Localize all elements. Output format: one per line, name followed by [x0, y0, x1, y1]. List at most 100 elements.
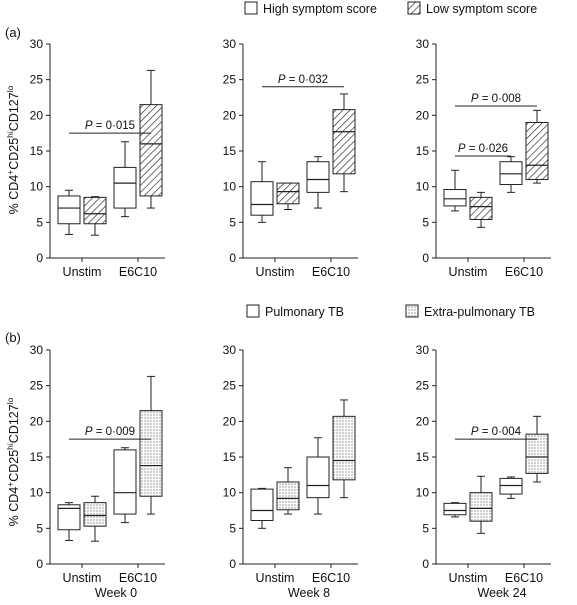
y-tick-label: 10	[416, 486, 430, 500]
p-value-label: P = 0·015	[85, 120, 135, 132]
week-label-8: Week 8	[288, 586, 330, 600]
box-hatched	[469, 191, 493, 228]
box-dotted	[139, 375, 163, 515]
week-label-0: Week 0	[95, 586, 137, 600]
y-tick-label: 25	[223, 379, 237, 393]
x-tick-label: E6C10	[505, 571, 543, 585]
legend-extra-pulmonary-label: Extra-pulmonary TB	[424, 305, 535, 319]
p-value-label: P = 0·004	[471, 426, 522, 438]
x-tick-label: Unstim	[256, 265, 295, 279]
box-open	[57, 502, 81, 541]
y-tick-label: 25	[30, 73, 44, 87]
x-tick-label: E6C10	[312, 265, 350, 279]
y-tick-label: 15	[223, 144, 237, 158]
box-dotted	[332, 399, 356, 499]
box-open	[306, 156, 330, 209]
y-tick-label: 15	[30, 144, 44, 158]
y-tick-label: 25	[416, 73, 430, 87]
box-iqr	[525, 121, 549, 181]
y-tick-label: 0	[36, 557, 43, 571]
box-iqr	[443, 502, 467, 516]
box-iqr	[83, 196, 107, 225]
box-iqr	[332, 109, 356, 175]
panel-label-a: (a)	[5, 25, 21, 40]
legend-open-swatch	[244, 1, 258, 15]
box-open	[306, 437, 330, 515]
legend-dotted-swatch	[405, 304, 419, 318]
box-open	[499, 156, 523, 193]
box-open	[113, 141, 137, 218]
legend-low-label: Low symptom score	[426, 2, 537, 16]
y-tick-label: 20	[30, 414, 44, 428]
box-open	[250, 487, 274, 529]
charts: 0 5 10 15 20 25 30 Unstim E6C10 P = 0·015 0 5 10 15 20…	[30, 37, 551, 585]
p-value-label: P = 0·008	[471, 93, 521, 105]
box-iqr	[250, 488, 274, 521]
y-tick-label: 20	[30, 108, 44, 122]
y-tick-label: 5	[229, 215, 236, 229]
box-dotted	[469, 475, 493, 534]
box-dotted	[276, 467, 300, 515]
legend-pulmonary-label: Pulmonary TB	[265, 305, 344, 319]
x-tick-label: E6C10	[119, 571, 157, 585]
y-tick-label: 20	[223, 414, 237, 428]
box-iqr	[139, 104, 163, 197]
y-tick-label: 20	[416, 414, 430, 428]
box-iqr	[469, 492, 493, 522]
y-tick-label: 25	[223, 73, 237, 87]
x-tick-label: Unstim	[63, 571, 102, 585]
chart-panel: 0 5 10 15 20 25 30 Unstim E6C10 P = 0·032	[223, 37, 358, 279]
y-tick-label: 10	[223, 486, 237, 500]
y-axis-title-a: % CD4+CD25hiCD127lo	[5, 85, 21, 214]
box-hatched	[525, 109, 549, 184]
y-tick-label: 25	[416, 379, 430, 393]
x-tick-label: Unstim	[449, 571, 488, 585]
chart-panel: 0 5 10 15 20 25 30 Unstim E6C10 P = 0·004	[416, 343, 551, 585]
y-tick-label: 0	[229, 251, 236, 265]
y-tick-label: 30	[223, 343, 237, 357]
legend-b: Pulmonary TB Extra-pulmonary TB	[246, 304, 535, 319]
y-tick-label: 5	[422, 215, 429, 229]
y-tick-label: 15	[30, 450, 44, 464]
y-tick-label: 5	[36, 521, 43, 535]
p-value-label: P = 0·026	[458, 143, 508, 155]
y-tick-label: 30	[30, 343, 44, 357]
box-open	[499, 476, 523, 499]
p-value-label: P = 0·009	[85, 426, 135, 438]
box-dotted	[83, 495, 107, 542]
y-tick-label: 30	[416, 343, 430, 357]
box-iqr	[525, 433, 549, 474]
box-iqr	[276, 481, 300, 511]
box-iqr	[83, 502, 107, 527]
chart-panel: 0 5 10 15 20 25 30 Unstim E6C10 P = 0·009	[30, 343, 165, 585]
box-hatched	[276, 182, 300, 210]
y-tick-label: 10	[30, 486, 44, 500]
panel-label-b: (b)	[5, 330, 21, 345]
x-tick-label: E6C10	[505, 265, 543, 279]
box-iqr	[276, 182, 300, 205]
box-open	[113, 447, 137, 524]
box-iqr	[306, 161, 330, 193]
p-value-label: P = 0·032	[278, 74, 328, 86]
y-tick-label: 10	[30, 180, 44, 194]
y-tick-label: 10	[223, 180, 237, 194]
chart-panel: 0 5 10 15 20 25 30 Unstim E6C10 P = 0·026 P = 0·00…	[416, 37, 551, 279]
y-tick-label: 10	[416, 180, 430, 194]
x-tick-label: E6C10	[312, 571, 350, 585]
y-tick-label: 0	[422, 557, 429, 571]
box-iqr	[113, 449, 137, 515]
box-iqr	[250, 181, 274, 216]
y-tick-label: 5	[422, 521, 429, 535]
legend-high-label: High symptom score	[263, 2, 377, 16]
box-iqr	[57, 195, 81, 225]
x-tick-label: Unstim	[63, 265, 102, 279]
y-axis-title-b: % CD4+CD25hiCD127lo	[5, 397, 21, 526]
y-tick-label: 30	[223, 37, 237, 51]
y-tick-label: 15	[416, 450, 430, 464]
y-tick-label: 5	[229, 521, 236, 535]
box-iqr	[469, 196, 493, 220]
y-tick-label: 0	[229, 557, 236, 571]
box-iqr	[443, 189, 467, 207]
x-tick-label: Unstim	[449, 265, 488, 279]
